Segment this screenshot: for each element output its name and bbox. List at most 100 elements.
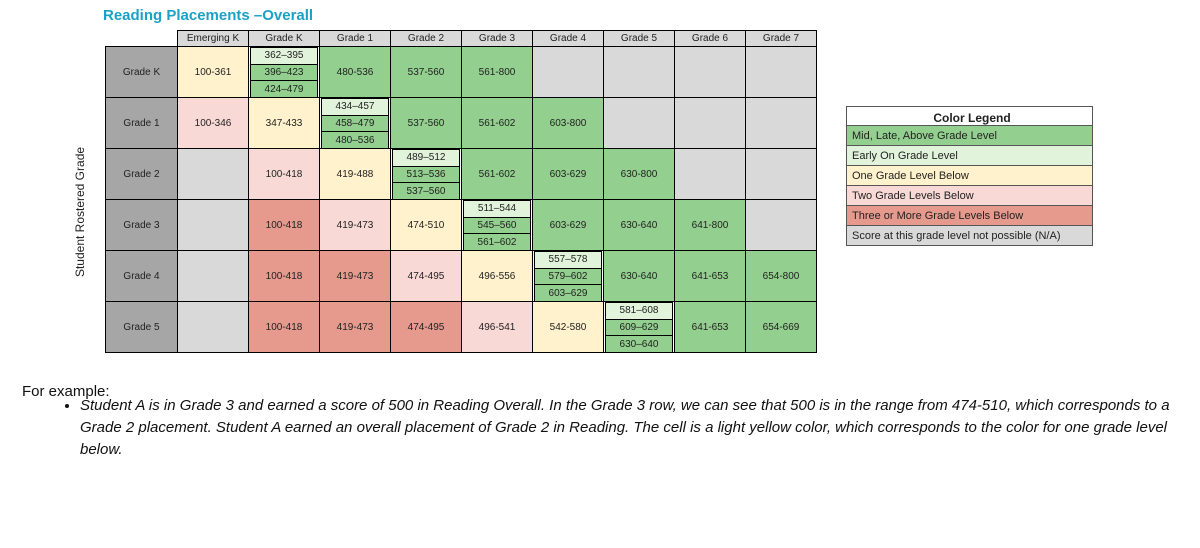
range-cell: 561-800 (461, 46, 533, 98)
sub-range: 557–578 (534, 251, 602, 269)
range-cell (745, 46, 817, 98)
range-cell (532, 46, 604, 98)
axis-label: Student Rostered Grade (73, 146, 87, 278)
sub-range: 424–479 (250, 80, 318, 98)
range-cell (603, 97, 675, 149)
column-header: Grade 3 (461, 30, 533, 47)
sub-range: 511–544 (463, 200, 531, 218)
legend-item: Score at this grade level not possible (… (846, 225, 1093, 246)
sub-range: 513–536 (392, 165, 460, 184)
range-cell: 347-433 (248, 97, 320, 149)
range-cell: 474-495 (390, 301, 462, 353)
range-cell (177, 250, 249, 302)
range-cell: 630-640 (603, 250, 675, 302)
range-cell: 100-418 (248, 250, 320, 302)
row-header: Grade 1 (105, 97, 178, 149)
sub-range: 581–608 (605, 302, 673, 320)
row-header: Grade 4 (105, 250, 178, 302)
sub-range: 362–395 (250, 47, 318, 65)
range-cell: 100-346 (177, 97, 249, 149)
sub-range: 603–629 (534, 284, 602, 302)
range-cell: 603-800 (532, 97, 604, 149)
range-cell: 641-653 (674, 301, 746, 353)
range-cell (674, 97, 746, 149)
range-cell: 641-653 (674, 250, 746, 302)
sub-range: 630–640 (605, 335, 673, 353)
title: Reading Placements –Overall (103, 7, 314, 24)
range-cell: 537-560 (390, 46, 462, 98)
range-cell: 654-669 (745, 301, 817, 353)
range-cell: 630-640 (603, 199, 675, 251)
legend-item: Three or More Grade Levels Below (846, 205, 1093, 226)
sub-range: 545–560 (463, 216, 531, 235)
range-cell: 474-510 (390, 199, 462, 251)
range-cell: 603-629 (532, 199, 604, 251)
range-cell (177, 301, 249, 353)
row-header: Grade 2 (105, 148, 178, 200)
range-cell: 561-602 (461, 97, 533, 149)
column-header: Grade 5 (603, 30, 675, 47)
row-header: Grade K (105, 46, 178, 98)
example-list: Student A is in Grade 3 and earned a sco… (40, 395, 1190, 461)
range-cell: 100-418 (248, 301, 320, 353)
column-header: Grade 4 (532, 30, 604, 47)
sub-range: 396–423 (250, 63, 318, 82)
sub-range: 434–457 (321, 98, 389, 116)
sub-range: 537–560 (392, 182, 460, 200)
range-cell: 561-602 (461, 148, 533, 200)
range-cell: 474-495 (390, 250, 462, 302)
sub-range: 489–512 (392, 149, 460, 167)
range-cell: 100-361 (177, 46, 249, 98)
range-cell (177, 148, 249, 200)
range-cell: 100-418 (248, 199, 320, 251)
range-cell (674, 46, 746, 98)
range-cell: 581–608 609–629 630–640 (603, 301, 675, 353)
sub-range: 458–479 (321, 114, 389, 133)
range-cell: 419-473 (319, 301, 391, 353)
range-cell: 496-541 (461, 301, 533, 353)
range-cell (745, 97, 817, 149)
column-header: Grade 1 (319, 30, 391, 47)
legend-item: Two Grade Levels Below (846, 185, 1093, 206)
range-cell: 511–544 545–560 561–602 (461, 199, 533, 251)
column-header: Emerging K (177, 30, 249, 47)
sub-range: 561–602 (463, 233, 531, 251)
legend-item: One Grade Level Below (846, 165, 1093, 186)
row-header: Grade 5 (105, 301, 178, 353)
range-cell: 100-418 (248, 148, 320, 200)
range-cell: 419-473 (319, 199, 391, 251)
example-bullet: Student A is in Grade 3 and earned a sco… (80, 395, 1190, 461)
range-cell: 480-536 (319, 46, 391, 98)
range-cell: 496-556 (461, 250, 533, 302)
range-cell: 419-488 (319, 148, 391, 200)
range-cell: 630-800 (603, 148, 675, 200)
range-cell (674, 148, 746, 200)
range-cell: 603-629 (532, 148, 604, 200)
column-header: Grade K (248, 30, 320, 47)
range-cell: 434–457 458–479 480–536 (319, 97, 391, 149)
legend-title: Color Legend (846, 106, 1093, 126)
column-header: Grade 2 (390, 30, 462, 47)
range-cell (603, 46, 675, 98)
range-cell (177, 199, 249, 251)
range-cell: 419-473 (319, 250, 391, 302)
sub-range: 579–602 (534, 267, 602, 286)
range-cell: 654-800 (745, 250, 817, 302)
column-header: Grade 7 (745, 30, 817, 47)
range-cell: 641-800 (674, 199, 746, 251)
column-header: Grade 6 (674, 30, 746, 47)
legend-item: Mid, Late, Above Grade Level (846, 125, 1093, 146)
range-cell: 557–578 579–602 603–629 (532, 250, 604, 302)
sub-range: 609–629 (605, 318, 673, 337)
row-header: Grade 3 (105, 199, 178, 251)
range-cell: 489–512 513–536 537–560 (390, 148, 462, 200)
legend-item: Early On Grade Level (846, 145, 1093, 166)
range-cell: 362–395 396–423 424–479 (248, 46, 320, 98)
range-cell (745, 148, 817, 200)
example-intro: For example: (22, 383, 110, 400)
range-cell: 537-560 (390, 97, 462, 149)
range-cell: 542-580 (532, 301, 604, 353)
range-cell (745, 199, 817, 251)
sub-range: 480–536 (321, 131, 389, 149)
